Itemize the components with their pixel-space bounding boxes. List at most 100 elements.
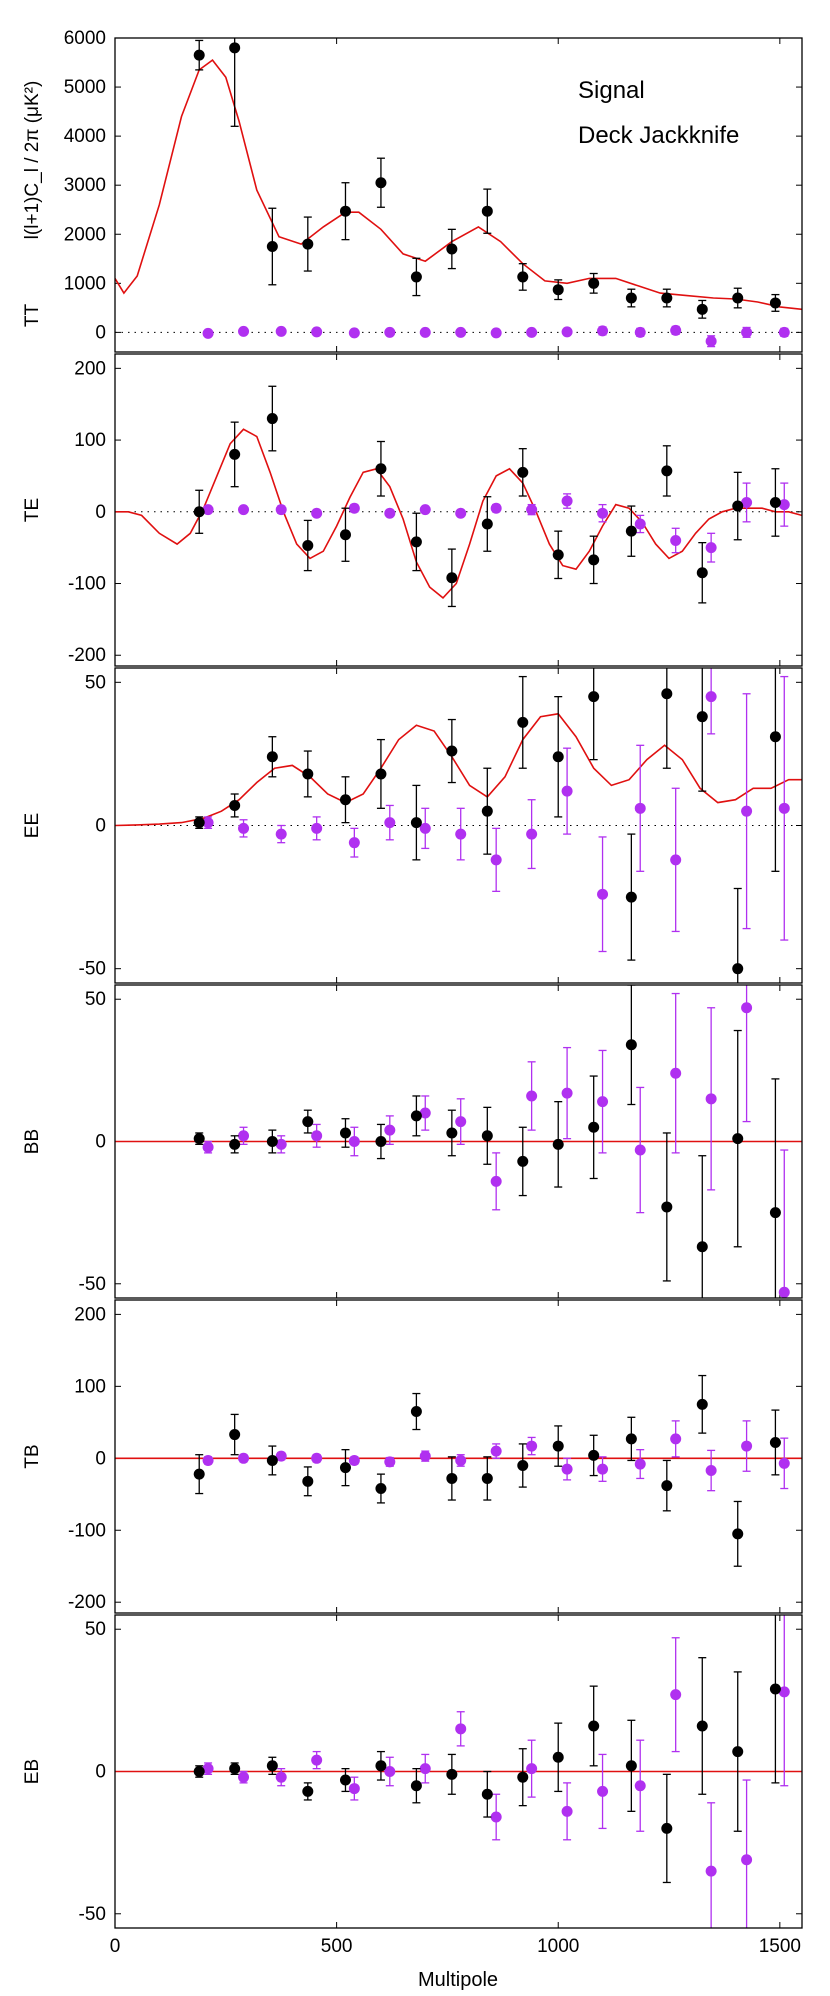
jackknife-point	[634, 1780, 646, 1792]
x-tick-label: 500	[321, 1936, 353, 1957]
signal-point	[266, 751, 278, 763]
jackknife-point	[741, 496, 753, 508]
y-tick-label: -200	[68, 1592, 106, 1613]
signal-point	[266, 1136, 278, 1147]
signal-point	[193, 817, 205, 829]
signal-point	[588, 1121, 600, 1133]
jackknife-point	[741, 1854, 753, 1866]
y-axis-label: TB	[22, 1444, 43, 1468]
signal-point	[552, 1138, 564, 1150]
signal-point	[410, 1780, 422, 1792]
x-tick-label: 1500	[759, 1936, 801, 1957]
signal-point	[625, 1433, 637, 1445]
y-tick-label: -100	[68, 1520, 106, 1541]
jackknife-point	[238, 1452, 250, 1464]
jackknife-point	[526, 504, 538, 516]
jackknife-point	[455, 507, 467, 519]
signal-point	[517, 1771, 529, 1783]
signal-point	[375, 1136, 387, 1147]
jackknife-point	[311, 1452, 323, 1464]
signal-point	[696, 1398, 708, 1410]
signal-point	[375, 177, 387, 189]
jackknife-point	[705, 1865, 717, 1877]
signal-point	[410, 817, 422, 829]
jackknife-point	[238, 822, 250, 834]
plot-area	[115, 1374, 802, 1567]
jackknife-point	[490, 1445, 502, 1457]
signal-point	[661, 292, 673, 304]
signal-point	[302, 1475, 314, 1487]
signal-point	[193, 1468, 205, 1480]
jackknife-point	[384, 1124, 396, 1136]
signal-point	[552, 751, 564, 763]
signal-point	[410, 536, 422, 548]
signal-point	[446, 1127, 458, 1139]
legend-signal: Signal	[578, 77, 645, 104]
signal-point	[769, 496, 781, 508]
jackknife-point	[348, 502, 360, 514]
signal-point	[266, 1760, 278, 1772]
jackknife-point	[311, 822, 323, 834]
signal-point	[193, 1133, 205, 1145]
signal-point	[266, 1454, 278, 1466]
panel-tb: -200 -100 0 100 200 TB	[22, 1299, 803, 1614]
panel-frame	[114, 667, 803, 984]
jackknife-point	[275, 504, 287, 516]
jackknife-point	[597, 1096, 609, 1108]
signal-point	[588, 1449, 600, 1461]
jackknife-point	[705, 1465, 717, 1477]
jackknife-point	[634, 326, 646, 338]
signal-point	[229, 1429, 241, 1441]
y-axis-label: BB	[22, 1129, 43, 1154]
signal-point	[193, 506, 205, 518]
jackknife-point	[705, 335, 717, 347]
signal-point	[661, 1822, 673, 1834]
signal-point	[339, 1462, 351, 1474]
signal-point	[339, 529, 351, 541]
y-tick-label: 0	[95, 1448, 106, 1469]
signal-point	[446, 243, 458, 255]
y-axis-label: EB	[22, 1759, 43, 1784]
signal-point	[769, 1436, 781, 1448]
signal-point	[481, 1472, 493, 1484]
signal-point	[769, 297, 781, 309]
jackknife-point	[634, 1458, 646, 1470]
signal-point	[696, 711, 708, 723]
signal-point	[410, 1406, 422, 1418]
jackknife-point	[490, 1175, 502, 1187]
signal-point	[732, 1528, 744, 1540]
signal-point	[481, 805, 493, 817]
jackknife-point	[561, 1087, 573, 1099]
signal-point	[410, 1110, 422, 1122]
signal-point	[193, 49, 205, 61]
signal-point	[625, 1039, 637, 1051]
panel-bb: -50 0 50 BB	[22, 984, 803, 1299]
jackknife-point	[526, 828, 538, 840]
panel-frame	[114, 1614, 803, 1929]
panel-frame	[114, 37, 803, 353]
jackknife-point	[526, 1763, 538, 1775]
signal-point	[193, 1766, 205, 1777]
signal-point	[302, 540, 314, 552]
jackknife-point	[597, 888, 609, 900]
jackknife-point	[561, 495, 573, 507]
signal-point	[517, 716, 529, 728]
jackknife-point	[670, 324, 682, 336]
jackknife-point	[670, 534, 682, 546]
signal-point	[732, 500, 744, 512]
signal-point	[481, 1130, 493, 1142]
jackknife-point	[670, 1067, 682, 1079]
jackknife-point	[741, 805, 753, 817]
jackknife-point	[526, 1090, 538, 1102]
y-tick-label: -200	[68, 645, 106, 666]
jackknife-point	[778, 1686, 790, 1698]
signal-point	[229, 799, 241, 811]
signal-point	[517, 1459, 529, 1471]
jackknife-point	[597, 1785, 609, 1797]
jackknife-point	[238, 1771, 250, 1783]
y-axis-label: TE	[22, 498, 43, 522]
jackknife-point	[778, 326, 790, 338]
signal-point	[229, 1763, 241, 1775]
jackknife-point	[384, 326, 396, 338]
